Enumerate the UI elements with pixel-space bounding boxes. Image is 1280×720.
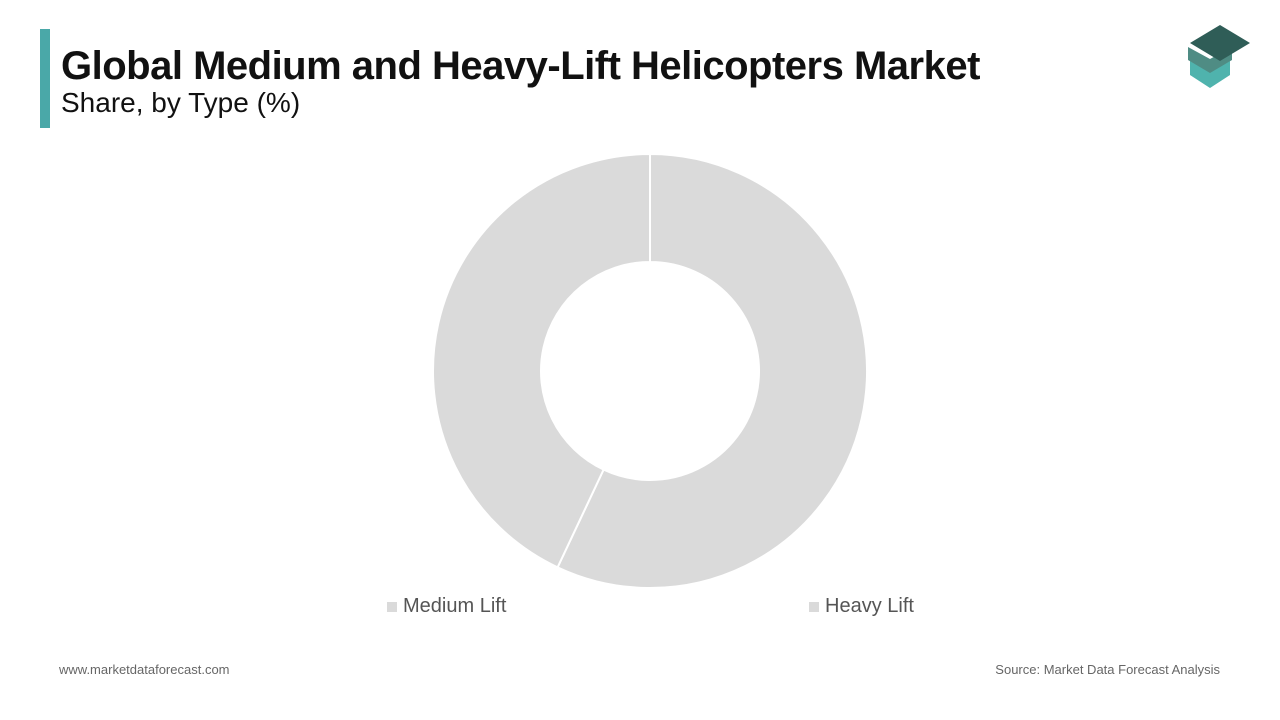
footer-source: Source: Market Data Forecast Analysis bbox=[995, 662, 1220, 677]
legend-swatch-medium-lift bbox=[387, 601, 397, 612]
logo-layer-top bbox=[1190, 25, 1250, 61]
legend-label-medium-lift: Medium Lift bbox=[403, 595, 507, 617]
chart-subtitle: Share, by Type (%) bbox=[61, 87, 301, 118]
stacked-layers-icon bbox=[1188, 25, 1250, 88]
legend-item-heavy-lift: Heavy Lift bbox=[809, 595, 914, 618]
legend-label-heavy-lift: Heavy Lift bbox=[825, 595, 914, 617]
donut-slice-medium-lift bbox=[432, 152, 651, 569]
footer-website: www.marketdataforecast.com bbox=[59, 662, 230, 677]
legend-item-medium-lift: Medium Lift bbox=[387, 595, 506, 618]
chart-title: Global Medium and Heavy-Lift Helicopters… bbox=[61, 44, 980, 88]
title-accent-bar bbox=[40, 29, 50, 128]
logo-layer-bottom bbox=[1190, 61, 1230, 88]
donut-slice-heavy-lift bbox=[556, 152, 868, 589]
legend-swatch-heavy-lift bbox=[809, 601, 819, 612]
